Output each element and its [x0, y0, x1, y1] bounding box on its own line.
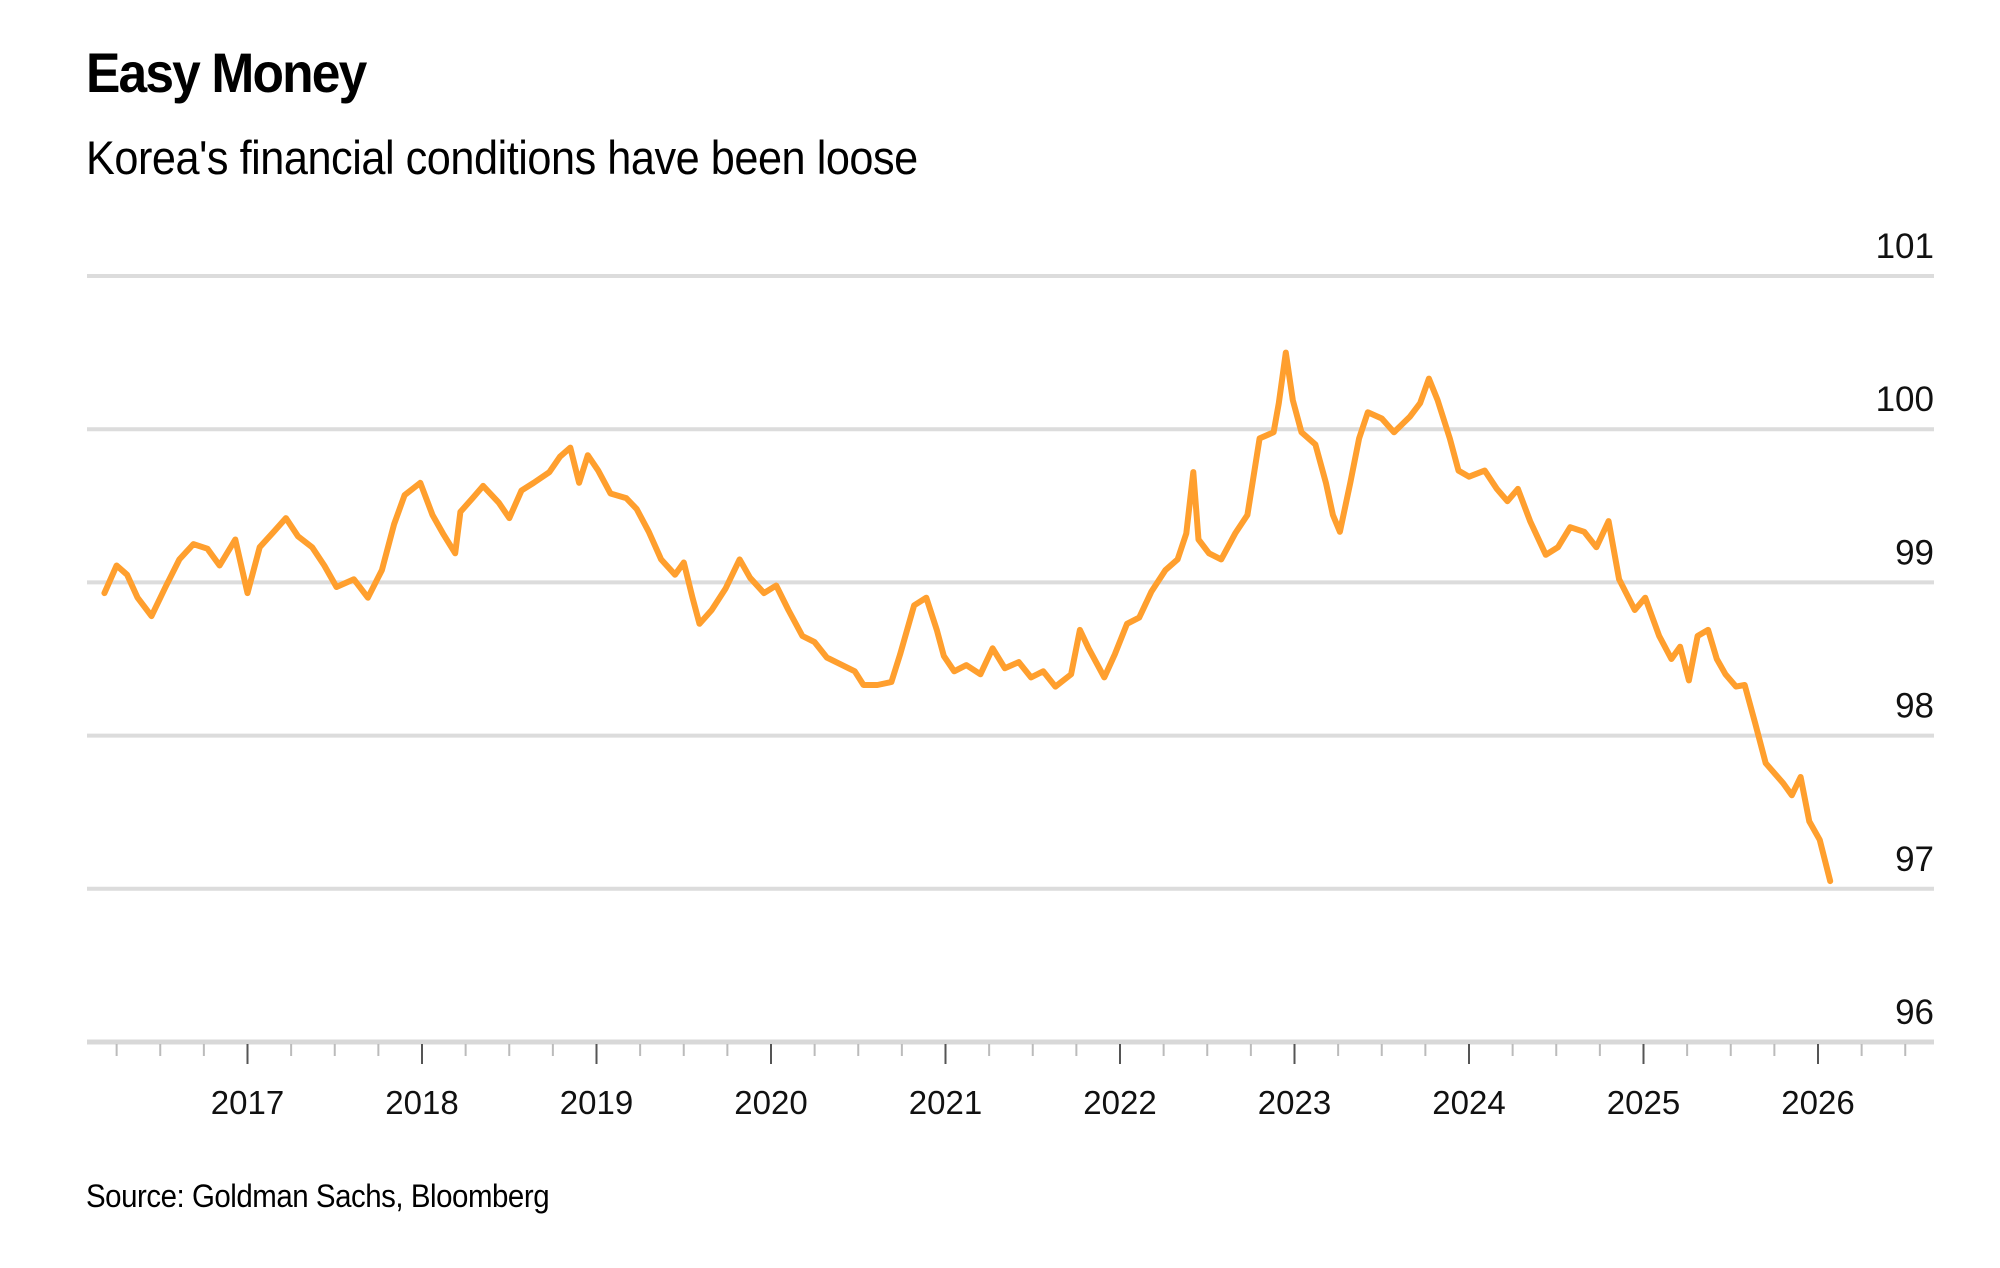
series-line: [101, 349, 1834, 885]
x-tick-label: 2023: [1258, 1084, 1331, 1121]
y-tick-label: 98: [1895, 687, 1934, 726]
series-layer: [101, 349, 1834, 885]
x-tick-label: 2022: [1083, 1084, 1156, 1121]
x-tick-label: 2021: [909, 1084, 982, 1121]
y-tick-label: 99: [1895, 533, 1934, 572]
y-tick-label: 100: [1876, 380, 1934, 419]
gridlines: [87, 274, 1934, 1045]
source-note: Source: Goldman Sachs, Bloomberg: [86, 1178, 550, 1214]
chart-title: Easy Money: [86, 41, 367, 104]
y-tick-label: 101: [1876, 227, 1934, 266]
y-tick-label: 96: [1895, 993, 1934, 1032]
x-tick-label: 2018: [385, 1084, 458, 1121]
y-axis-labels: 96 97 98 99 100 101: [1876, 227, 1934, 1032]
x-tick-label: 2025: [1607, 1084, 1680, 1121]
x-tick-label: 2024: [1432, 1084, 1505, 1121]
x-axis: 2017 2018 2019 2020 2021 2022 2023 2024 2025 2026: [115, 1044, 1907, 1121]
x-tick-label: 2019: [560, 1084, 633, 1121]
x-tick-label: 2017: [211, 1084, 284, 1121]
y-tick-label: 97: [1895, 840, 1934, 879]
x-tick-label: 2020: [734, 1084, 807, 1121]
x-tick-label: 2026: [1781, 1084, 1854, 1121]
chart-subtitle: Korea's financial conditions have been l…: [86, 131, 918, 184]
